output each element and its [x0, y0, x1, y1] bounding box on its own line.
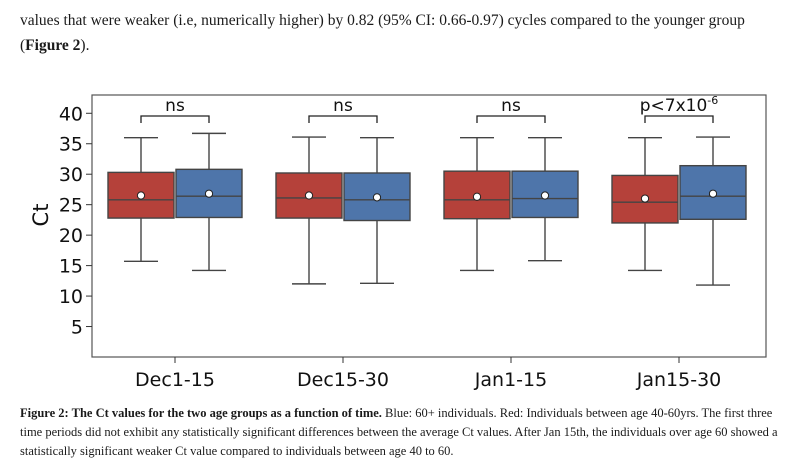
blue-box-dec15-30 — [343, 136, 411, 284]
paragraph-text-before: values that were weaker (i.e, numericall… — [20, 12, 745, 54]
significance-label: p<7x10-6 — [640, 94, 719, 116]
x-tick-label: Dec1-15 — [135, 369, 215, 391]
body-paragraph: values that were weaker (i.e, numericall… — [20, 8, 790, 58]
y-tick-label: 40 — [59, 103, 83, 125]
box-series — [107, 132, 747, 286]
y-tick-label: 35 — [59, 134, 83, 156]
y-tick-label: 10 — [59, 286, 83, 308]
bracket-line — [140, 115, 210, 123]
y-tick-label: 5 — [71, 317, 83, 339]
caption-label: Figure 2: The Ct values for the two age … — [20, 406, 382, 420]
significance-label: ns — [165, 96, 185, 116]
blue-box-dec1-15 — [175, 132, 243, 272]
significance-bracket: ns — [308, 96, 378, 123]
y-tick-label: 15 — [59, 256, 83, 278]
bracket-line — [476, 115, 546, 123]
red-box-dec15-30 — [275, 136, 343, 285]
significance-bracket: ns — [476, 96, 546, 123]
significance-annotations: ns ns ns p<7x10-6 — [140, 94, 719, 123]
mean-marker — [640, 194, 650, 203]
y-tick-label: 20 — [59, 225, 83, 247]
mean-marker — [372, 193, 382, 202]
mean-marker — [136, 191, 146, 200]
mean-marker — [708, 189, 718, 198]
paragraph-text-after: ). — [80, 37, 90, 54]
mean-marker — [204, 189, 214, 198]
significance-bracket: ns — [140, 96, 210, 123]
x-tick-label: Jan15-30 — [636, 369, 722, 391]
caption-text: Blue: 60+ individuals. Red: Individuals … — [20, 406, 778, 458]
significance-label: ns — [333, 96, 353, 116]
x-axis-ticks: Dec1-15 Dec15-30 Jan1-15 Jan15-30 — [135, 357, 721, 391]
x-tick-label: Dec15-30 — [297, 369, 389, 391]
bracket-line — [644, 115, 714, 123]
plot-frame — [91, 94, 767, 358]
red-box-jan1-15 — [443, 136, 511, 272]
red-box-dec1-15 — [107, 136, 175, 263]
blue-box-jan15-30 — [679, 136, 747, 286]
significance-label: ns — [501, 96, 521, 116]
ct-boxplot-chart: Ct 5 10 15 20 25 30 35 40 Dec1-15 Dec15-30 Jan1-1… — [29, 94, 767, 391]
figure-caption: Figure 2: The Ct values for the two age … — [20, 404, 785, 461]
mean-marker — [540, 191, 550, 200]
bracket-line — [308, 115, 378, 123]
mean-marker — [472, 192, 482, 201]
y-axis-label: Ct — [29, 204, 53, 227]
y-tick-label: 30 — [59, 164, 83, 186]
blue-box-jan1-15 — [511, 136, 579, 262]
significance-exponent: -6 — [707, 94, 718, 107]
figure-reference[interactable]: Figure 2 — [25, 37, 81, 54]
x-tick-label: Jan1-15 — [474, 369, 547, 391]
significance-bracket: p<7x10-6 — [640, 94, 719, 123]
y-tick-label: 25 — [59, 195, 83, 217]
y-axis-ticks: 5 10 15 20 25 30 35 40 — [59, 103, 92, 339]
mean-marker — [304, 191, 314, 200]
red-box-jan15-30 — [611, 136, 679, 272]
